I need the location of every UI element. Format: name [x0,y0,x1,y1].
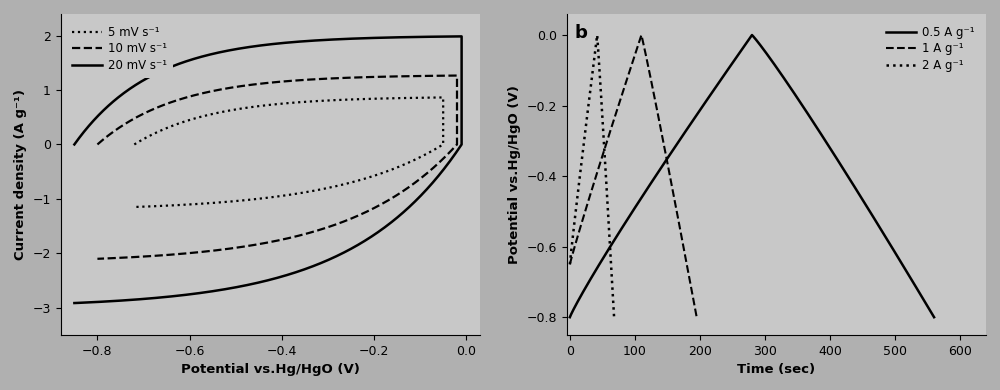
1 A g⁻¹ [621,78,633,83]
2 A g⁻¹ [566,241,578,246]
20 mV s⁻¹ [68,142,80,147]
10 mV s⁻¹ [91,257,103,261]
1 A g⁻¹ [581,202,593,207]
1 A g⁻¹ [691,315,703,319]
5 mV s⁻¹ [352,178,364,183]
2 A g⁻¹ [607,288,619,292]
5 mV s⁻¹ [277,193,289,198]
2 A g⁻¹ [591,33,603,37]
1 A g⁻¹ [661,157,673,161]
Line: 5 mV s⁻¹: 5 mV s⁻¹ [134,98,443,207]
10 mV s⁻¹ [451,73,463,78]
Line: 0.5 A g⁻¹: 0.5 A g⁻¹ [570,35,934,317]
1 A g⁻¹ [635,33,647,37]
5 mV s⁻¹ [387,167,399,172]
20 mV s⁻¹ [68,301,80,305]
20 mV s⁻¹ [349,244,361,249]
5 mV s⁻¹ [128,142,140,147]
1 A g⁻¹ [611,109,623,113]
5 mV s⁻¹ [371,173,383,177]
10 mV s⁻¹ [91,142,103,147]
2 A g⁻¹ [564,262,576,267]
10 mV s⁻¹ [352,213,364,218]
0.5 A g⁻¹ [628,206,640,211]
0.5 A g⁻¹ [928,315,940,319]
10 mV s⁻¹ [191,250,203,255]
Text: a: a [69,23,81,41]
0.5 A g⁻¹ [746,33,758,37]
2 A g⁻¹ [567,231,579,236]
0.5 A g⁻¹ [729,57,741,62]
10 mV s⁻¹ [392,192,404,197]
Line: 10 mV s⁻¹: 10 mV s⁻¹ [97,76,457,259]
20 mV s⁻¹ [372,230,384,234]
0.5 A g⁻¹ [839,168,851,173]
2 A g⁻¹ [605,267,617,272]
0.5 A g⁻¹ [658,161,670,166]
5 mV s⁻¹ [437,95,449,100]
0.5 A g⁻¹ [807,120,819,125]
10 mV s⁻¹ [264,239,276,244]
X-axis label: Time (sec): Time (sec) [737,363,815,376]
20 mV s⁻¹ [116,92,128,97]
X-axis label: Potential vs.Hg/HgO (V): Potential vs.Hg/HgO (V) [181,363,360,376]
Y-axis label: Current density (A g⁻¹): Current density (A g⁻¹) [14,89,27,260]
1 A g⁻¹ [650,102,662,106]
Line: 2 A g⁻¹: 2 A g⁻¹ [570,35,614,317]
1 A g⁻¹ [660,154,672,159]
Line: 20 mV s⁻¹: 20 mV s⁻¹ [74,36,462,303]
0.5 A g⁻¹ [779,77,791,82]
5 mV s⁻¹ [166,124,178,128]
20 mV s⁻¹ [393,214,405,219]
Legend: 0.5 A g⁻¹, 1 A g⁻¹, 2 A g⁻¹: 0.5 A g⁻¹, 1 A g⁻¹, 2 A g⁻¹ [880,20,980,78]
10 mV s⁻¹ [136,112,148,117]
Y-axis label: Potential vs.Hg/HgO (V): Potential vs.Hg/HgO (V) [508,85,521,264]
1 A g⁻¹ [564,262,576,267]
Text: b: b [575,23,588,41]
2 A g⁻¹ [574,172,586,177]
Line: 1 A g⁻¹: 1 A g⁻¹ [570,35,697,317]
2 A g⁻¹ [578,135,590,140]
20 mV s⁻¹ [175,293,187,298]
20 mV s⁻¹ [255,280,267,284]
5 mV s⁻¹ [128,205,140,209]
Legend: 5 mV s⁻¹, 10 mV s⁻¹, 20 mV s⁻¹: 5 mV s⁻¹, 10 mV s⁻¹, 20 mV s⁻¹ [66,20,173,78]
20 mV s⁻¹ [456,34,468,39]
10 mV s⁻¹ [373,203,385,207]
5 mV s⁻¹ [213,200,225,205]
0.5 A g⁻¹ [564,315,576,319]
2 A g⁻¹ [608,315,620,319]
